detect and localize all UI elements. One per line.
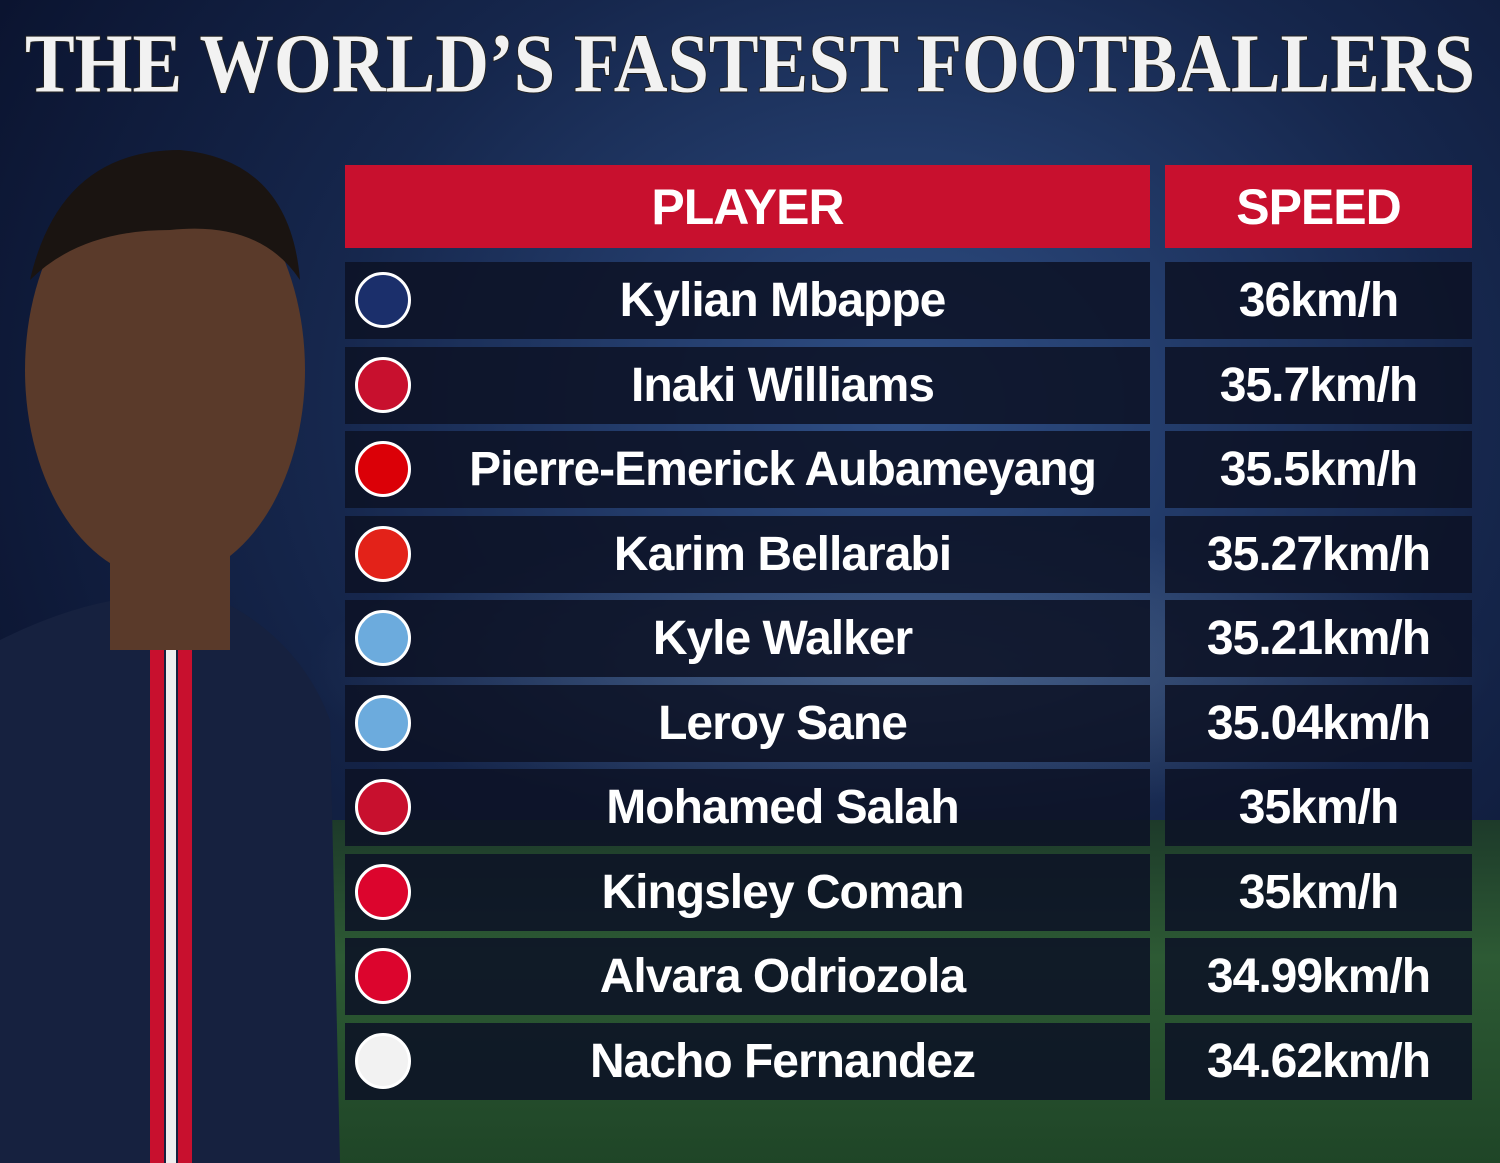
- title-area: THE WORLD’S FASTEST FOOTBALLERS: [24, 16, 1476, 111]
- player-name: Alvara Odriozola: [345, 938, 1150, 1015]
- club-badge: [355, 272, 411, 328]
- player-speed: 35.5km/h: [1165, 431, 1472, 508]
- player-speed: 35.7km/h: [1165, 346, 1472, 424]
- header-cell: PLAYER: [345, 165, 1150, 248]
- club-badge: [355, 356, 411, 413]
- player-photo: [0, 150, 340, 1163]
- player-speed: 35km/h: [1165, 769, 1472, 846]
- club-badge: [355, 441, 411, 497]
- player-name: Nacho Fernandez: [345, 1022, 1150, 1100]
- player-name: Pierre-Emerick Aubameyang: [345, 431, 1150, 508]
- player-name: Kylian Mbappe: [345, 262, 1150, 339]
- player-name: Kyle Walker: [345, 600, 1150, 677]
- header-cell: SPEED: [1165, 165, 1472, 248]
- player-name: Mohamed Salah: [345, 769, 1150, 846]
- club-badge: [355, 525, 411, 582]
- club-badge: [355, 694, 411, 751]
- player-speed: 34.99km/h: [1165, 938, 1472, 1015]
- player-speed: 36km/h: [1165, 262, 1472, 339]
- club-badge: [355, 610, 411, 666]
- club-badge: [355, 779, 411, 835]
- player-speed: 35.27km/h: [1165, 515, 1472, 593]
- club-badge: [355, 948, 411, 1004]
- club-badge: [355, 863, 411, 920]
- player-name: Leroy Sane: [345, 684, 1150, 762]
- player-name: Kingsley Coman: [345, 853, 1150, 931]
- player-speed: 35.04km/h: [1165, 684, 1472, 762]
- club-badge: [355, 1032, 411, 1089]
- title: THE WORLD’S FASTEST FOOTBALLERS: [25, 17, 1475, 110]
- player-speed: 35km/h: [1165, 853, 1472, 931]
- player-speed: 35.21km/h: [1165, 600, 1472, 677]
- player-name: Inaki Williams: [345, 346, 1150, 424]
- player-speed: 34.62km/h: [1165, 1022, 1472, 1100]
- player-name: Karim Bellarabi: [345, 515, 1150, 593]
